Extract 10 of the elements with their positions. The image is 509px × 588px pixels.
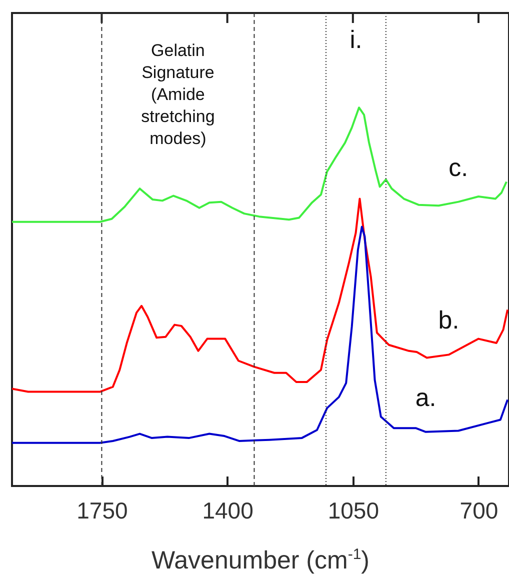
series-label: c. [448,154,468,182]
series-label: a. [415,384,436,412]
annotation: Gelatin Signature (Amide stretching modes) [141,41,215,148]
x-tick-label: 1050 [328,498,379,524]
x-axis-title: Wavenumber (cm$^{-1}$) [150,546,370,576]
x-tick-label: 1400 [202,498,254,524]
x-tick-label: 1750 [76,498,128,524]
x-tick-label: 700 [460,498,498,524]
text: i. [350,26,362,54]
series-label: b. [438,306,460,335]
